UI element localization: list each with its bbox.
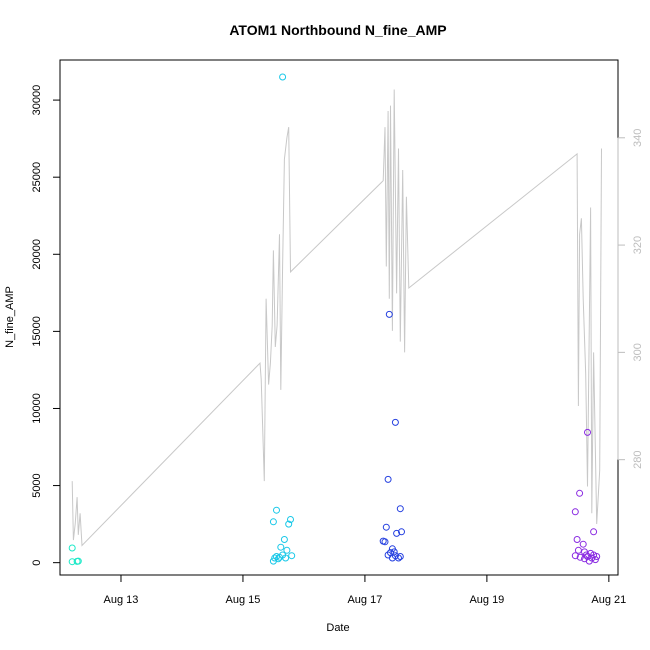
data-point	[388, 554, 396, 562]
y-tick-label: 30000	[31, 85, 43, 116]
data-point	[571, 552, 579, 560]
data-point	[582, 551, 590, 559]
data-point	[584, 428, 591, 436]
secondary-line-series	[71, 89, 602, 547]
data-point	[68, 544, 76, 552]
axes-layer: Aug 13 Aug 15 Aug 17 Aug 19 Aug 21 0 5000 10000…	[31, 85, 644, 606]
y2-tick-label: 320	[632, 236, 644, 254]
data-point	[573, 536, 581, 543]
data-point	[579, 540, 587, 548]
data-point	[271, 554, 279, 562]
data-point	[393, 529, 401, 537]
y-tick-label: 10000	[31, 393, 43, 424]
data-point	[591, 556, 599, 564]
data-point	[273, 506, 280, 514]
x-tick-label: Aug 15	[226, 594, 261, 606]
y2-tick-label: 300	[632, 343, 644, 361]
data-point	[287, 516, 294, 523]
y-axis-label: N_fine_AMP	[4, 286, 16, 348]
data-point	[593, 553, 601, 560]
data-point	[590, 528, 598, 536]
data-point	[576, 553, 584, 561]
data-point	[277, 543, 285, 551]
data-point	[398, 528, 405, 536]
data-point	[390, 548, 398, 556]
data-point	[285, 520, 293, 528]
line-layer	[71, 89, 602, 547]
y-tick-label: 15000	[31, 316, 43, 347]
data-point	[396, 553, 404, 560]
y2-tick-label: 280	[632, 450, 644, 468]
data-point	[382, 523, 390, 531]
x-tick-label: Aug 17	[347, 594, 382, 606]
points-layer	[68, 73, 601, 566]
data-point	[74, 557, 82, 565]
x-axis-label: Date	[326, 622, 349, 634]
data-point	[274, 555, 282, 563]
data-point	[384, 475, 392, 483]
chart-title: ATOM1 Northbound N_fine_AMP	[229, 22, 446, 38]
data-point	[288, 552, 296, 560]
y-tick-label: 20000	[31, 239, 43, 270]
x-tick-label: Aug 21	[591, 594, 626, 606]
data-point	[391, 418, 399, 426]
data-point	[396, 505, 404, 513]
data-point	[571, 508, 579, 516]
plot-frame	[59, 59, 619, 576]
data-point	[280, 536, 288, 543]
x-tick-label: Aug 19	[469, 594, 504, 606]
data-point	[385, 310, 393, 318]
data-point	[581, 555, 588, 563]
data-point	[283, 546, 291, 554]
data-point	[279, 73, 287, 81]
y2-tick-label: 340	[632, 129, 644, 147]
y-tick-label: 5000	[31, 473, 43, 497]
y-tick-label: 0	[31, 560, 43, 566]
data-point	[576, 489, 584, 497]
data-point	[269, 518, 277, 526]
data-point	[282, 554, 290, 562]
x-tick-label: Aug 13	[104, 594, 139, 606]
y-tick-label: 25000	[31, 162, 43, 193]
data-point	[381, 538, 389, 546]
